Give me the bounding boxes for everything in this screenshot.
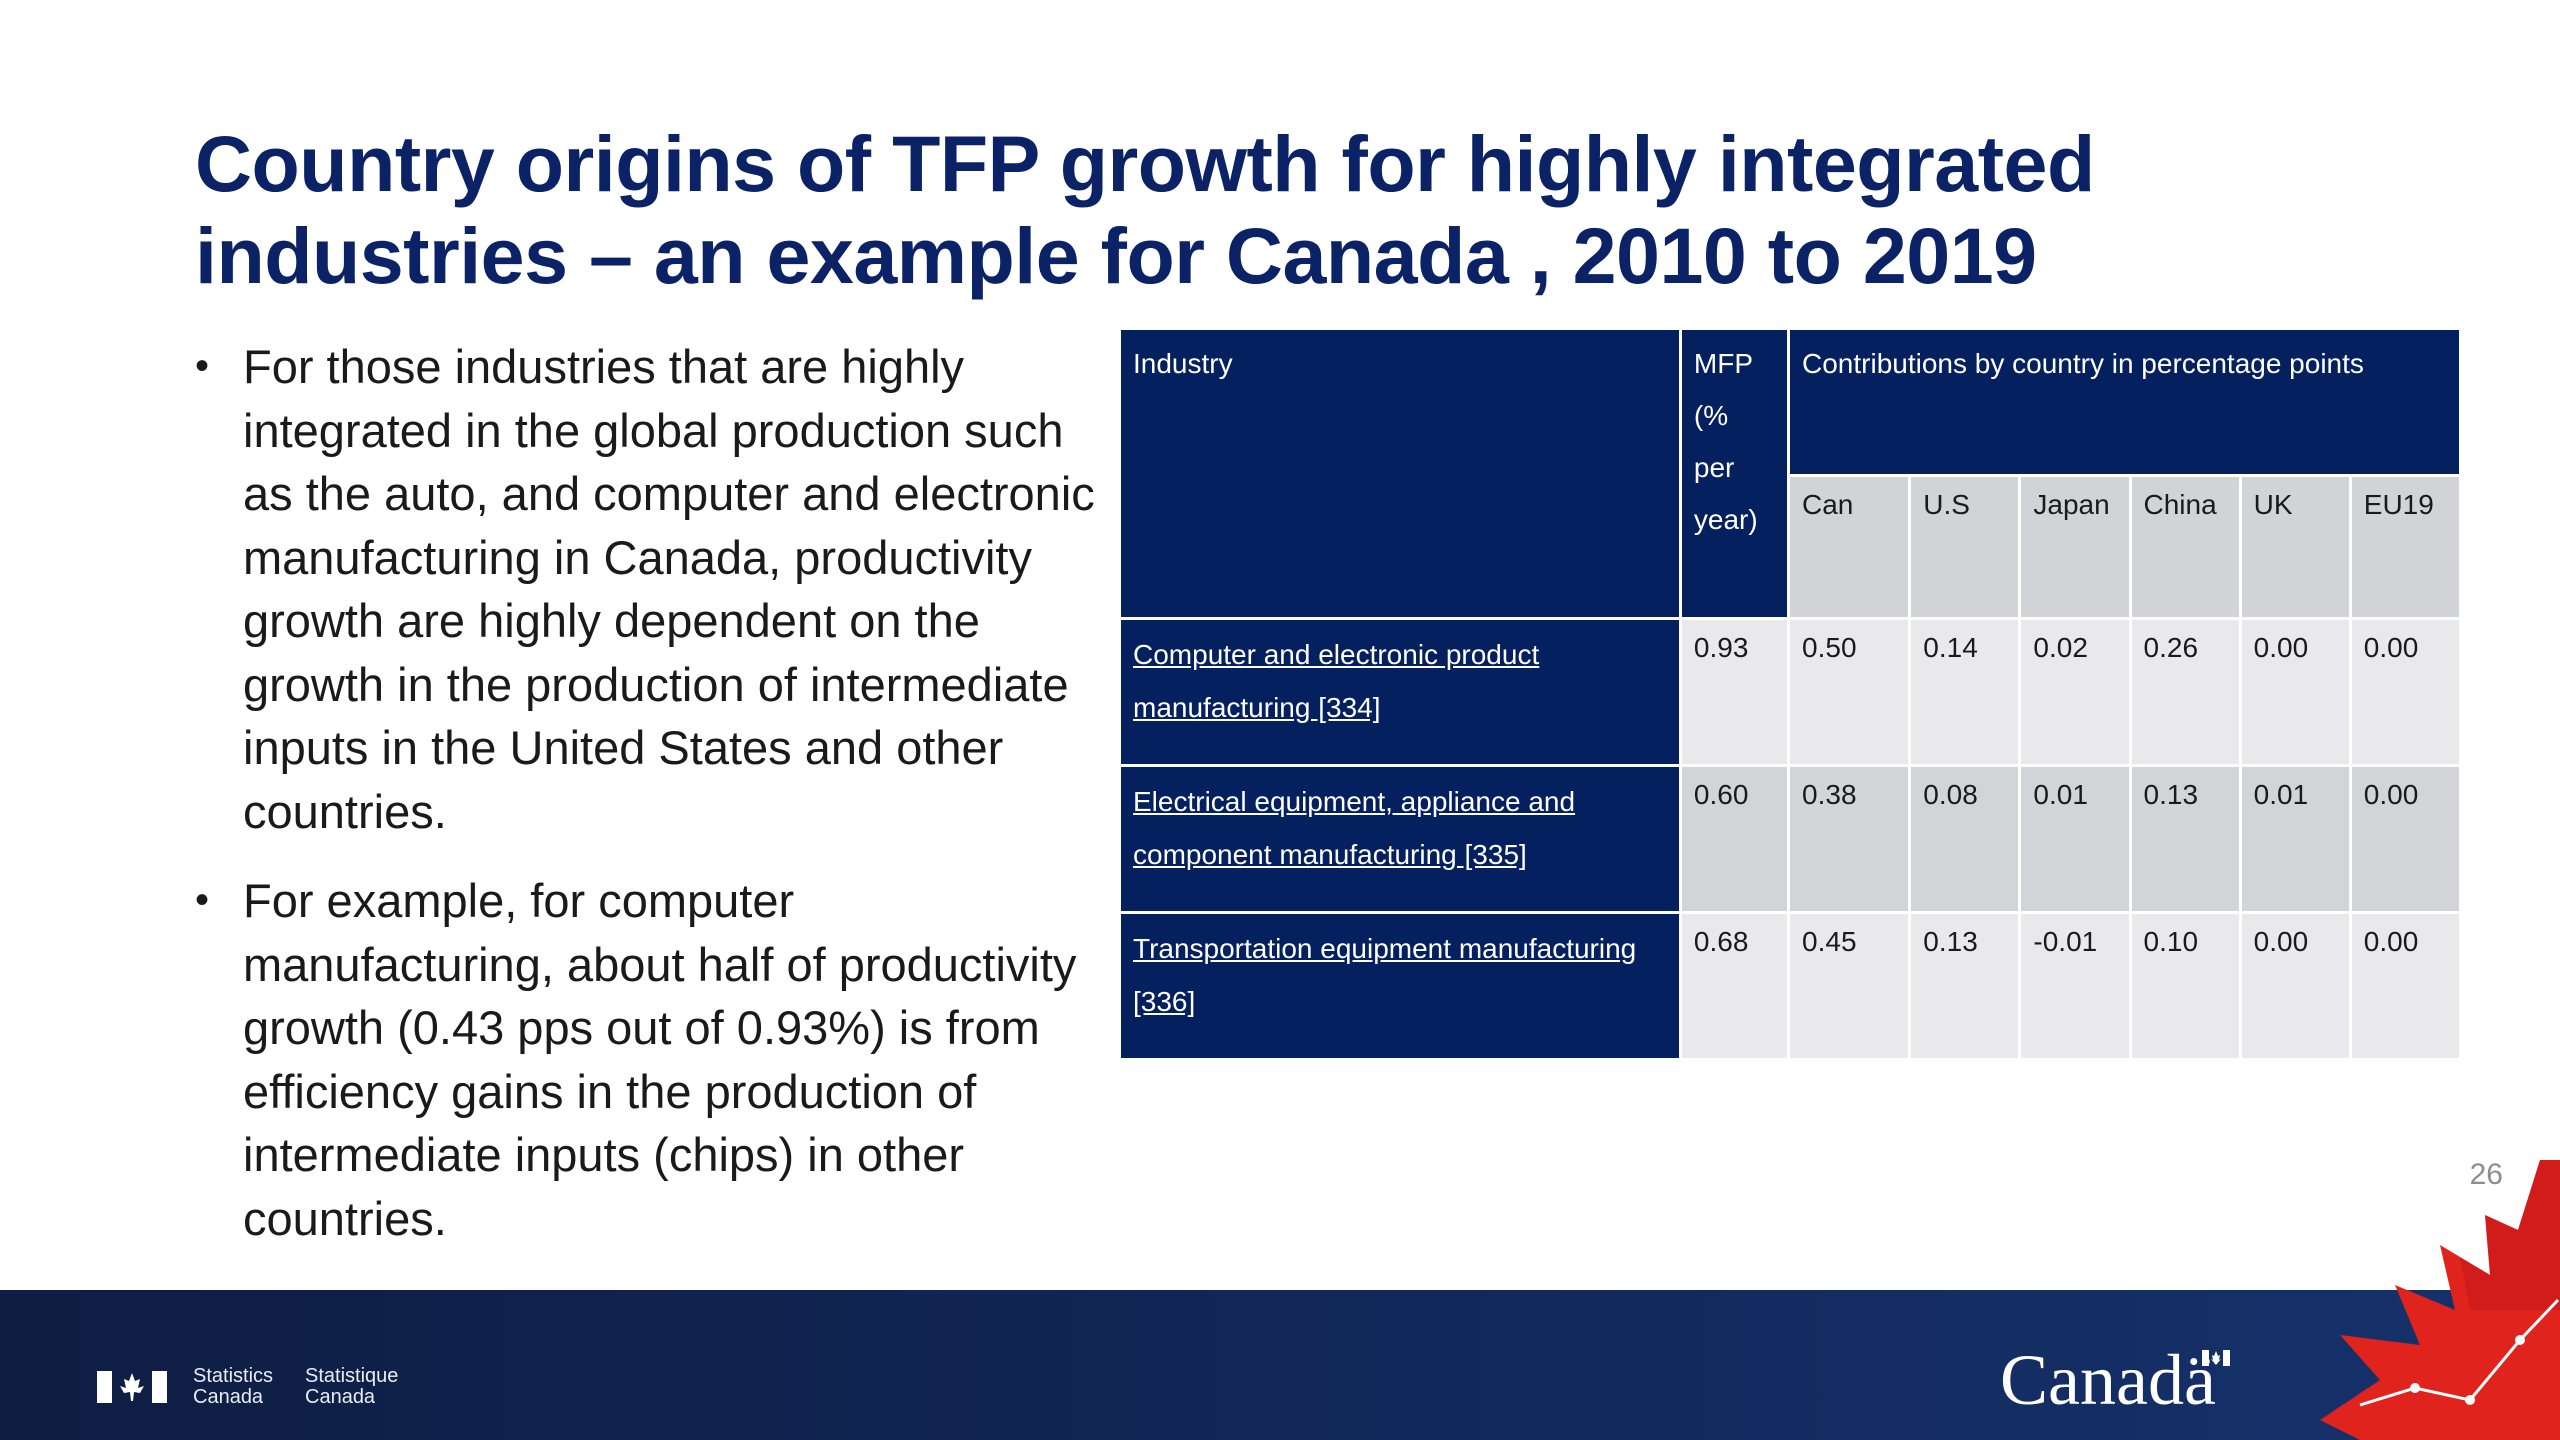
industry-link[interactable]: Transportation equipment manufacturing […: [1121, 914, 1679, 1058]
country-value: 0.10: [2131, 914, 2239, 1058]
country-value: 0.00: [2241, 914, 2349, 1058]
industry-link[interactable]: Computer and electronic product manufact…: [1121, 620, 1679, 764]
page-number: 26: [2469, 1158, 2503, 1191]
table-row: Computer and electronic product manufact…: [1121, 620, 2459, 764]
country-value: 0.50: [1790, 620, 1909, 764]
header-country: China: [2131, 477, 2239, 617]
bullet-text: For example, for computer manufacturing,…: [243, 874, 1077, 1245]
country-value: 0.38: [1790, 767, 1909, 911]
bullet-item: • For example, for computer manufacturing…: [195, 869, 1095, 1250]
table-row: Electrical equipment, appliance and comp…: [1121, 767, 2459, 911]
statistique-canada-label: Statistique Canada: [305, 1365, 399, 1408]
wordmark-flag-icon: [2202, 1350, 2230, 1366]
title-line-2: industries – an example for Canada , 201…: [195, 211, 2037, 300]
country-value: 0.13: [2131, 767, 2239, 911]
header-country: Japan: [2021, 477, 2129, 617]
country-value: 0.00: [2351, 914, 2459, 1058]
canada-wordmark: Canadä: [2000, 1340, 2216, 1420]
bullet-dot-icon: •: [195, 878, 210, 922]
table-row: Transportation equipment manufacturing […: [1121, 914, 2459, 1058]
footer-bar: [0, 1290, 2560, 1440]
contributions-table: Industry MFP (% per year) Contributions …: [1118, 327, 2462, 1061]
bullet-item: • For those industries that are highly in…: [195, 335, 1095, 843]
country-value: 0.00: [2351, 767, 2459, 911]
country-value: 0.26: [2131, 620, 2239, 764]
title-line-1: Country origins of TFP growth for highly…: [195, 119, 2095, 208]
country-value: 0.08: [1911, 767, 2019, 911]
canada-flag-icon: [97, 1371, 167, 1403]
mfp-value: 0.60: [1681, 767, 1788, 911]
statistics-canada-label: Statistics Canada: [193, 1365, 274, 1408]
slide-title: Country origins of TFP growth for highly…: [195, 118, 2395, 302]
country-value: 0.45: [1790, 914, 1909, 1058]
country-value: 0.00: [2351, 620, 2459, 764]
country-value: 0.13: [1911, 914, 2019, 1058]
country-value: 0.00: [2241, 620, 2349, 764]
header-mfp: MFP (% per year): [1681, 330, 1788, 617]
bullet-list: • For those industries that are highly in…: [195, 335, 1095, 1276]
header-country: UK: [2241, 477, 2349, 617]
mfp-value: 0.68: [1681, 914, 1788, 1058]
bullet-text: For those industries that are highly int…: [243, 340, 1095, 838]
mfp-value: 0.93: [1681, 620, 1788, 764]
header-industry: Industry: [1121, 330, 1679, 617]
country-value: 0.02: [2021, 620, 2129, 764]
country-value: 0.14: [1911, 620, 2019, 764]
maple-leaf-graphic-icon: [2320, 1160, 2560, 1440]
industry-link[interactable]: Electrical equipment, appliance and comp…: [1121, 767, 1679, 911]
header-contributions: Contributions by country in percentage p…: [1790, 330, 2459, 474]
header-country: EU19: [2351, 477, 2459, 617]
bullet-dot-icon: •: [195, 344, 210, 388]
header-country: Can: [1790, 477, 1909, 617]
header-country: U.S: [1911, 477, 2019, 617]
country-value: 0.01: [2021, 767, 2129, 911]
country-value: -0.01: [2021, 914, 2129, 1058]
country-value: 0.01: [2241, 767, 2349, 911]
